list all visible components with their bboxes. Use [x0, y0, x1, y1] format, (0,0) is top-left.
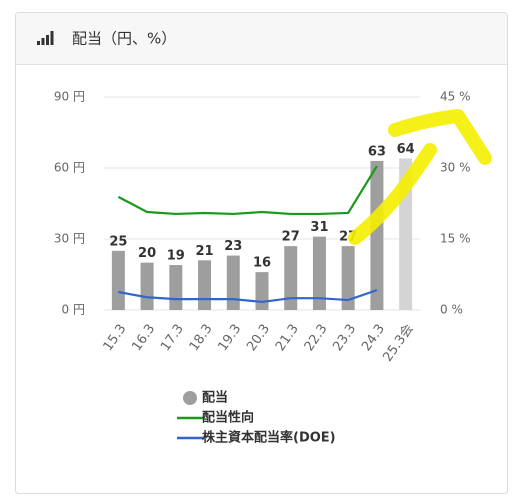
card-header [16, 13, 507, 65]
y-tick-label: 90 円 [54, 90, 85, 104]
legend-label: 配当 [202, 390, 228, 406]
y2-tick-label: 45 % [440, 90, 471, 104]
data-label: 19 [167, 249, 185, 264]
chart-title: 配当（円、%） [72, 30, 176, 48]
line [118, 289, 378, 304]
bar [284, 246, 298, 310]
bar [312, 236, 326, 310]
bar [226, 255, 240, 310]
y-tick-label: 30 円 [54, 232, 85, 246]
bar [111, 250, 125, 310]
y2-tick-label: 30 % [440, 161, 471, 175]
legend-marker [183, 391, 197, 405]
data-label: 64 [397, 142, 415, 157]
data-label: 63 [368, 144, 386, 159]
data-label: 27 [282, 230, 300, 245]
bar [169, 265, 183, 310]
y-tick-label: 60 円 [54, 161, 85, 175]
legend-label: 配当性向 [202, 410, 254, 426]
data-label: 16 [253, 256, 271, 271]
legend-label: 株主資本配当率(DOE) [202, 430, 336, 446]
bar [198, 260, 212, 310]
y-tick-label: 0 円 [62, 303, 85, 317]
data-label: 21 [195, 244, 213, 259]
bar [255, 272, 269, 310]
y2-tick-label: 15 % [440, 232, 471, 246]
data-label: 20 [138, 246, 156, 261]
card [15, 12, 508, 494]
line [117, 165, 378, 216]
data-label: 25 [109, 234, 127, 249]
bar [140, 262, 154, 310]
bar [370, 160, 384, 310]
y2-tick-label: 0 % [440, 303, 463, 317]
highlight-arrow [348, 109, 492, 245]
bar [341, 246, 355, 310]
chart-icon [37, 31, 54, 45]
data-label: 31 [310, 220, 328, 235]
data-label: 23 [224, 239, 242, 254]
